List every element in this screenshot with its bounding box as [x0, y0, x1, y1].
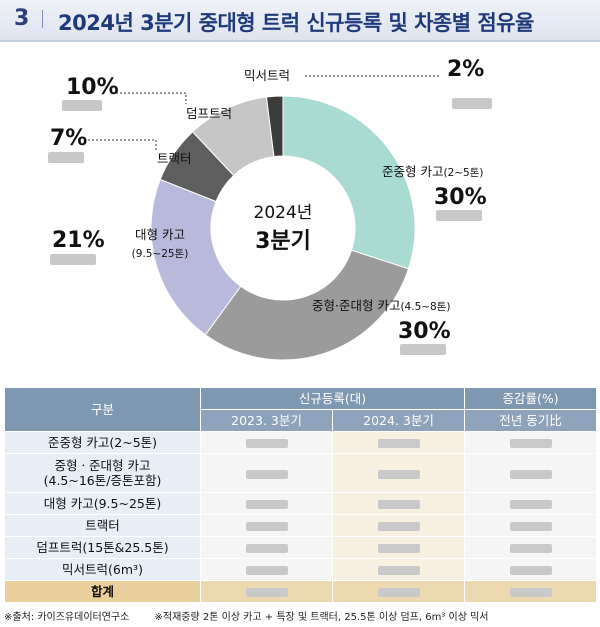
table-row: 덤프트럭(15톤&25.5톤): [4, 536, 598, 559]
footnote-note: ※적재중량 2톤 이상 카고 + 특장 및 트랙터, 25.5톤 이상 덤프, …: [154, 612, 489, 623]
blurred-value: [377, 469, 420, 479]
center-year-label: 2024년: [254, 203, 313, 223]
donut-hole: [211, 156, 355, 300]
blurred-value: [245, 544, 288, 553]
pct-dump: 10%: [66, 75, 119, 100]
blurred-count-light-cargo: [436, 210, 482, 221]
donut-chart-area: 2024년 3분기 준중형 카고(2~5톤) 중형·준대형 카고(4.5~8톤)…: [0, 44, 600, 384]
blurred-value: [509, 522, 552, 531]
row-label: 중형ㆍ준대형 카고 (4.5~16톤/증톤포함): [4, 453, 201, 493]
slice-label-medium-cargo: 중형·준대형 카고(4.5~8톤): [312, 298, 450, 313]
slice-label-mixer: 믹서트럭: [244, 68, 290, 83]
donut-chart: 2024년 3분기 준중형 카고(2~5톤) 중형·준대형 카고(4.5~8톤)…: [48, 57, 492, 361]
blurred-value: [377, 588, 420, 597]
col-rate-header: 증감률(%): [464, 387, 598, 410]
footnote: ※출처: 카이즈유데이터연구소 ※적재중량 2톤 이상 카고 + 특장 및 트랙…: [4, 608, 511, 623]
table-total-row: 합계: [4, 580, 598, 603]
blurred-count-mixer: [452, 98, 492, 109]
blurred-value: [509, 469, 552, 479]
blurred-value: [509, 544, 552, 553]
col-2023-q3: 2023. 3분기: [200, 409, 333, 432]
blurred-count-medium-cargo: [400, 344, 446, 355]
blurred-value: [377, 439, 420, 448]
row-label: 트랙터: [4, 514, 201, 537]
pct-medium-cargo: 30%: [398, 319, 451, 344]
slice-label-dump: 덤프트럭: [186, 106, 232, 121]
blurred-value: [509, 439, 552, 448]
table-row: 트랙터: [4, 514, 598, 537]
pct-light-cargo: 30%: [434, 185, 487, 210]
blurred-value: [509, 566, 552, 575]
col-yoy: 전년 동기比: [464, 409, 598, 432]
blurred-value: [377, 500, 420, 509]
slice-label-heavy-cargo-sub: (9.5~25톤): [132, 248, 189, 260]
registration-table: 구분 신규등록(대) 증감률(%) 2023. 3분기 2024. 3분기 전년…: [4, 387, 598, 603]
slice-label-tractor: 트랙터: [157, 151, 192, 166]
row-label: 믹서트럭(6m³): [4, 558, 201, 581]
page-header: 3 2024년 3분기 중대형 트럭 신규등록 및 차종별 점유율: [0, 0, 600, 42]
pct-mixer: 2%: [447, 57, 484, 82]
col-2024-q3: 2024. 3분기: [331, 409, 466, 432]
slice-label-light-cargo: 준중형 카고(2~5톤): [382, 164, 484, 179]
blurred-value: [245, 469, 288, 479]
row-label: 덤프트럭(15톤&25.5톤): [4, 536, 201, 559]
leader-line-tractor: [88, 139, 157, 150]
pct-tractor: 7%: [50, 126, 87, 151]
blurred-value: [245, 522, 288, 531]
header-divider: [42, 10, 43, 28]
col-registration-header: 신규등록(대): [199, 387, 466, 410]
blurred-value: [245, 588, 288, 597]
leader-line-dump: [116, 92, 187, 104]
blurred-value: [245, 566, 288, 575]
row-label: 준중형 카고(2~5톤): [4, 431, 201, 454]
col-category-header: 구분: [4, 387, 201, 432]
blurred-value: [509, 500, 552, 509]
table-row: 대형 카고(9.5~25톤): [4, 492, 598, 515]
row-label: 대형 카고(9.5~25톤): [4, 492, 201, 515]
table-row: 준중형 카고(2~5톤): [4, 431, 598, 454]
blurred-count-dump: [62, 100, 102, 111]
blurred-value: [509, 588, 552, 597]
table-row: 믹서트럭(6m³): [4, 558, 598, 581]
footnote-source: ※출처: 카이즈유데이터연구소: [4, 612, 130, 623]
center-quarter-label: 3분기: [255, 229, 311, 254]
total-label: 합계: [4, 580, 201, 603]
blurred-value: [377, 566, 420, 575]
slice-label-heavy-cargo: 대형 카고: [135, 227, 185, 242]
blurred-count-heavy-cargo: [50, 254, 96, 265]
section-number: 3: [14, 6, 30, 31]
blurred-value: [245, 439, 288, 448]
blurred-count-tractor: [48, 152, 84, 163]
blurred-value: [245, 500, 288, 509]
blurred-value: [377, 522, 420, 531]
table-row: 중형ㆍ준대형 카고 (4.5~16톤/증톤포함): [4, 453, 598, 493]
pct-heavy-cargo: 21%: [52, 228, 105, 253]
page-title: 2024년 3분기 중대형 트럭 신규등록 및 차종별 점유율: [58, 11, 534, 35]
blurred-value: [377, 544, 420, 553]
